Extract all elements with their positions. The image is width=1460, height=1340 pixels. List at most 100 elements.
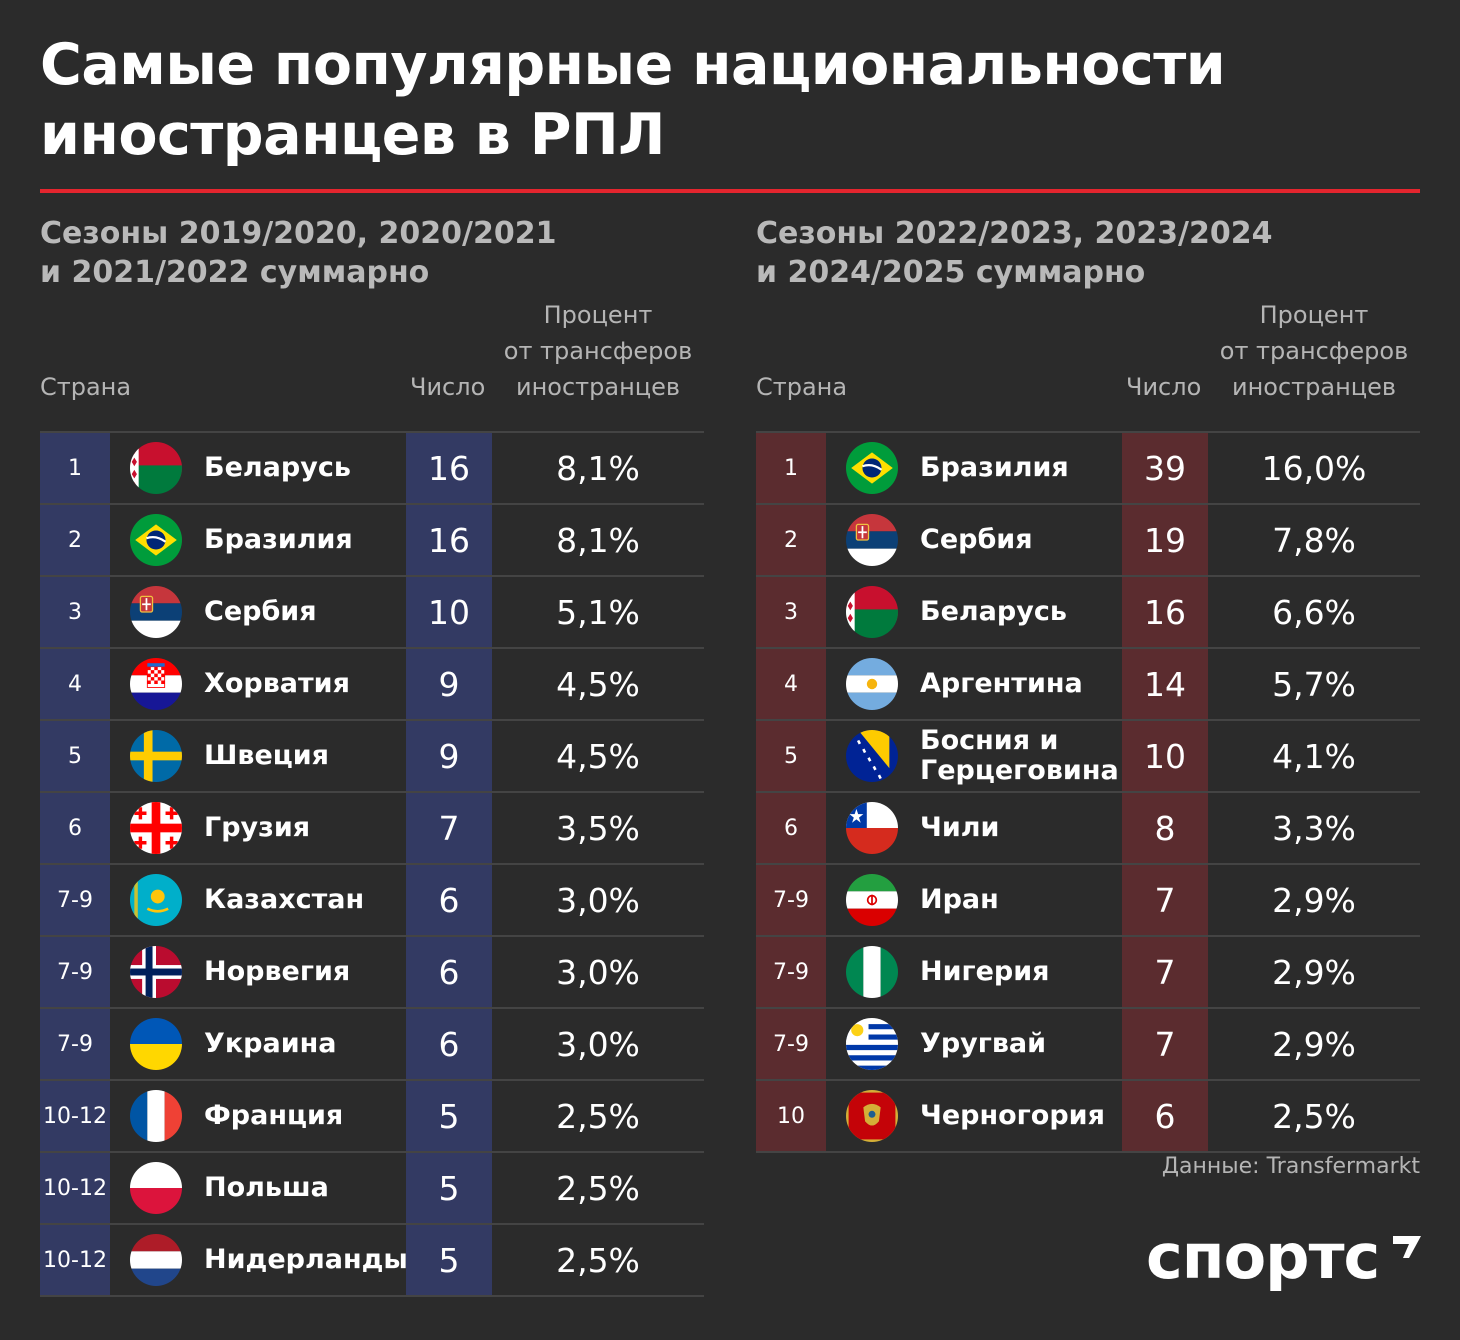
title-line-2: иностранцев в РПЛ [40, 102, 666, 168]
count-cell: 16 [1122, 577, 1208, 647]
left-col-percent-line-2: от трансферов [503, 337, 693, 365]
percent-cell: 3,5% [556, 808, 640, 848]
right-table-row: 10 Черногория 6 2,5% [756, 1079, 1420, 1153]
title-line-1: Самые популярные национальности [40, 32, 1226, 98]
count-cell: 5 [406, 1153, 492, 1223]
rank-cell: 3 [756, 577, 826, 647]
rank-cell: 1 [40, 433, 110, 503]
norway-flag-icon [130, 946, 182, 998]
country-name: Швеция [204, 740, 330, 771]
rank-cell: 3 [40, 577, 110, 647]
count-cell: 19 [1122, 505, 1208, 575]
country-name: Нигерия [920, 956, 1050, 987]
country-name: Бразилия [204, 524, 353, 555]
right-col-count: Число [1126, 373, 1202, 401]
rank-cell: 10-12 [40, 1225, 110, 1295]
left-table-row: 10-12 Польша 5 2,5% [40, 1151, 704, 1223]
count-cell: 16 [406, 433, 492, 503]
rank-cell: 7-9 [756, 1009, 826, 1079]
left-table-row: 6 Грузия 7 3,5% [40, 791, 704, 863]
country-name: Сербия [204, 596, 317, 627]
percent-cell: 2,9% [1272, 1024, 1356, 1064]
left-table-row: 1 Беларусь 16 8,1% [40, 431, 704, 503]
count-cell: 5 [406, 1225, 492, 1295]
percent-cell: 3,0% [556, 880, 640, 920]
count-cell: 14 [1122, 649, 1208, 719]
uruguay-flag-icon [846, 1018, 898, 1070]
rank-cell: 4 [40, 649, 110, 719]
percent-cell: 3,3% [1272, 808, 1356, 848]
rank-cell: 10-12 [40, 1081, 110, 1151]
croatia-flag-icon [130, 658, 182, 710]
rank-cell: 4 [756, 649, 826, 719]
percent-cell: 2,5% [556, 1168, 640, 1208]
count-cell: 6 [406, 1009, 492, 1079]
count-cell: 7 [1122, 1009, 1208, 1079]
rank-cell: 7-9 [756, 865, 826, 935]
left-table-row: 10-12 Нидерланды 5 2,5% [40, 1223, 704, 1297]
france-flag-icon [130, 1090, 182, 1142]
percent-cell: 2,5% [556, 1240, 640, 1280]
left-table-row: 3 Сербия 10 5,1% [40, 575, 704, 647]
country-name: Франция [204, 1100, 344, 1131]
right-table-row: 4 Аргентина 14 5,7% [756, 647, 1420, 719]
poland-flag-icon [130, 1162, 182, 1214]
country-name: Грузия [204, 812, 311, 843]
percent-cell: 8,1% [556, 448, 640, 488]
brazil-flag-icon [846, 442, 898, 494]
percent-cell: 7,8% [1272, 520, 1356, 560]
percent-cell: 2,5% [556, 1096, 640, 1136]
count-cell: 6 [406, 937, 492, 1007]
right-col-percent-line-3: иностранцев [1231, 373, 1397, 401]
brazil-flag-icon [130, 514, 182, 566]
left-table-row: 7-9 Норвегия 6 3,0% [40, 935, 704, 1007]
right-table-row: 1 Бразилия 39 16,0% [756, 431, 1420, 503]
left-table-row: 5 Швеция 9 4,5% [40, 719, 704, 791]
right-table-row: 7-9 Уругвай 7 2,9% [756, 1007, 1420, 1079]
percent-cell: 2,9% [1272, 880, 1356, 920]
rank-cell: 2 [756, 505, 826, 575]
left-subtitle-line-2: и 2021/2022 суммарно [40, 255, 430, 290]
country-name: Сербия [920, 524, 1033, 555]
rank-cell: 6 [756, 793, 826, 863]
chile-flag-icon [846, 802, 898, 854]
left-subtitle-line-1: Сезоны 2019/2020, 2020/2021 [40, 216, 557, 251]
left-col-percent-line-3: иностранцев [515, 373, 681, 401]
rank-cell: 10-12 [40, 1153, 110, 1223]
left-col-percent-line-1: Процент [543, 301, 653, 329]
rank-cell: 7-9 [756, 937, 826, 1007]
argentina-flag-icon [846, 658, 898, 710]
serbia-flag-icon [846, 514, 898, 566]
kazakhstan-flag-icon [130, 874, 182, 926]
percent-cell: 2,5% [1272, 1096, 1356, 1136]
right-table-row: 3 Беларусь 16 6,6% [756, 575, 1420, 647]
right-subtitle-line-2: и 2024/2025 суммарно [756, 255, 1146, 290]
right-table-row: 2 Сербия 19 7,8% [756, 503, 1420, 575]
percent-cell: 8,1% [556, 520, 640, 560]
country-name: Польша [204, 1172, 329, 1203]
rank-cell: 2 [40, 505, 110, 575]
source-note: Данные: Transfermarkt [1161, 1154, 1420, 1179]
montenegro-flag-icon [846, 1090, 898, 1142]
title-divider [40, 189, 1420, 193]
rank-cell: 5 [40, 721, 110, 791]
country-name: Хорватия [204, 668, 350, 699]
rank-cell: 1 [756, 433, 826, 503]
right-table-row: 6 Чили 8 3,3% [756, 791, 1420, 863]
country-name: Черногория [920, 1100, 1105, 1131]
belarus-flag-icon [130, 442, 182, 494]
count-cell: 7 [1122, 937, 1208, 1007]
country-name: Аргентина [920, 668, 1083, 699]
rank-cell: 7-9 [40, 937, 110, 1007]
count-cell: 16 [406, 505, 492, 575]
percent-cell: 5,1% [556, 592, 640, 632]
rank-cell: 5 [756, 721, 826, 791]
right-col-percent: Процент от трансферов иностранцев [1204, 297, 1424, 405]
country-name: Украина [204, 1028, 337, 1059]
percent-cell: 4,5% [556, 664, 640, 704]
right-table-row: 7-9 Иран 7 2,9% [756, 863, 1420, 935]
sports-logo: спортс [1146, 1220, 1380, 1293]
left-table: 1 Беларусь 16 8,1% 2 Бразилия 16 8,1% 3 Сербия 10 5… [40, 431, 704, 1297]
logo-mark-icon [1393, 1236, 1421, 1258]
country-name: Бразилия [920, 452, 1069, 483]
